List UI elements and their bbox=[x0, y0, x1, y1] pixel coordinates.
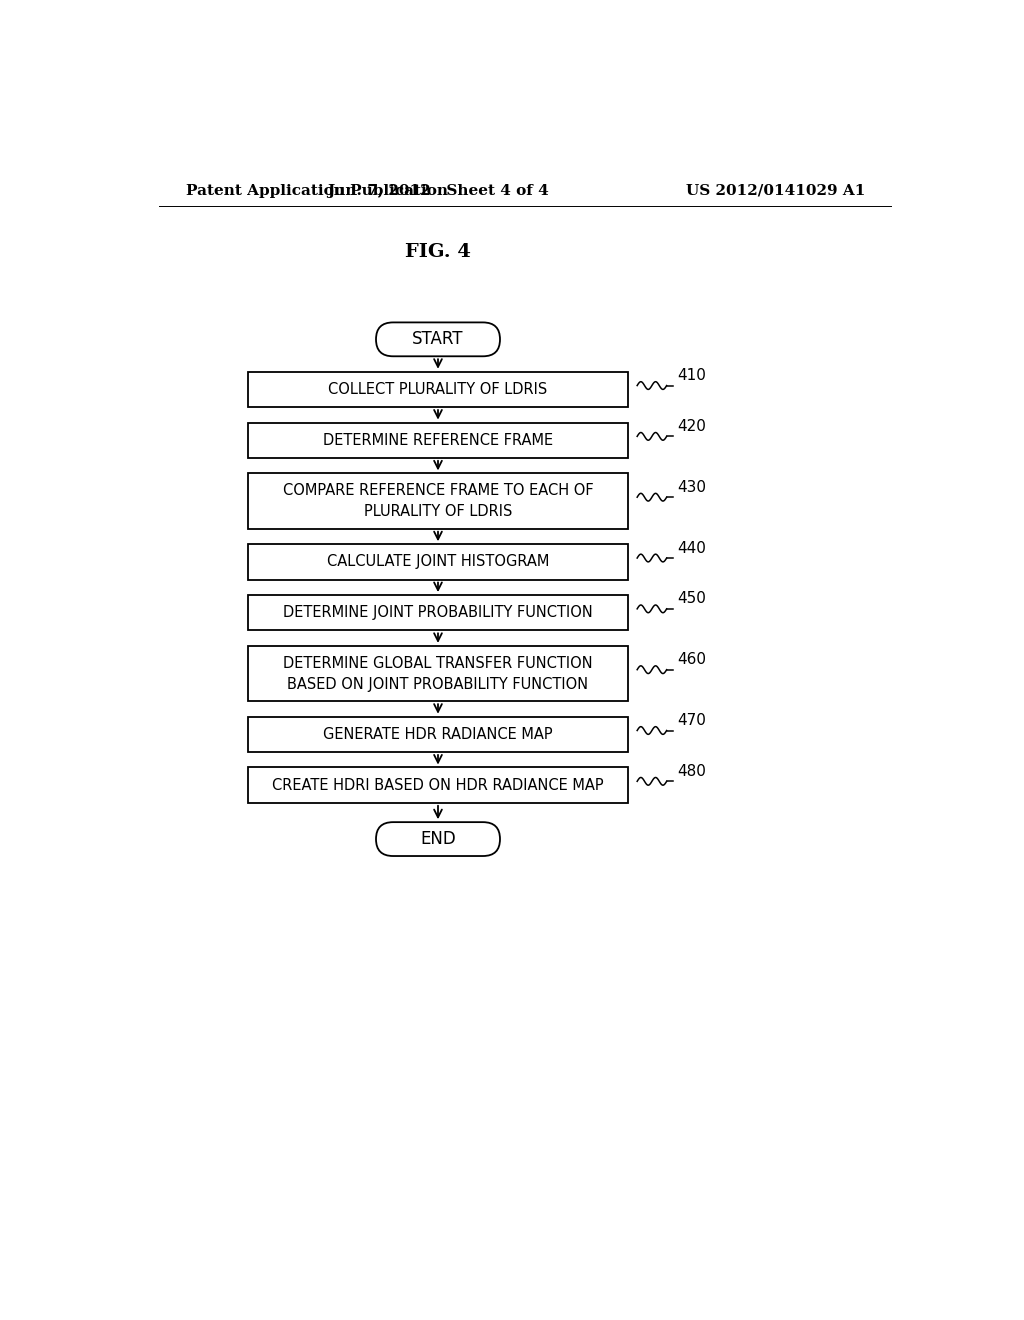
Text: FIG. 4: FIG. 4 bbox=[406, 243, 471, 261]
Bar bbox=[248, 544, 628, 579]
Text: 460: 460 bbox=[678, 652, 707, 667]
Text: 430: 430 bbox=[678, 479, 707, 495]
Text: 440: 440 bbox=[678, 540, 707, 556]
Bar bbox=[248, 645, 628, 701]
FancyBboxPatch shape bbox=[376, 822, 500, 857]
Bar bbox=[248, 422, 628, 458]
Text: END: END bbox=[420, 830, 456, 847]
Text: DETERMINE REFERENCE FRAME: DETERMINE REFERENCE FRAME bbox=[323, 433, 553, 447]
Text: 470: 470 bbox=[678, 713, 707, 729]
Text: START: START bbox=[413, 330, 464, 348]
Bar bbox=[248, 474, 628, 529]
Text: US 2012/0141029 A1: US 2012/0141029 A1 bbox=[686, 183, 865, 198]
Text: GENERATE HDR RADIANCE MAP: GENERATE HDR RADIANCE MAP bbox=[324, 727, 553, 742]
Text: Patent Application Publication: Patent Application Publication bbox=[186, 183, 449, 198]
Text: COLLECT PLURALITY OF LDRIS: COLLECT PLURALITY OF LDRIS bbox=[329, 381, 548, 397]
Text: 420: 420 bbox=[678, 418, 707, 434]
Bar bbox=[248, 767, 628, 803]
Text: 450: 450 bbox=[678, 591, 707, 606]
Text: COMPARE REFERENCE FRAME TO EACH OF
PLURALITY OF LDRIS: COMPARE REFERENCE FRAME TO EACH OF PLURA… bbox=[283, 483, 593, 519]
Text: CALCULATE JOINT HISTOGRAM: CALCULATE JOINT HISTOGRAM bbox=[327, 554, 549, 569]
Text: Jun. 7, 2012   Sheet 4 of 4: Jun. 7, 2012 Sheet 4 of 4 bbox=[327, 183, 549, 198]
Text: CREATE HDRI BASED ON HDR RADIANCE MAP: CREATE HDRI BASED ON HDR RADIANCE MAP bbox=[272, 777, 604, 793]
FancyBboxPatch shape bbox=[376, 322, 500, 356]
Bar bbox=[248, 595, 628, 631]
Bar bbox=[248, 717, 628, 752]
Text: DETERMINE GLOBAL TRANSFER FUNCTION
BASED ON JOINT PROBABILITY FUNCTION: DETERMINE GLOBAL TRANSFER FUNCTION BASED… bbox=[284, 656, 593, 692]
Text: 480: 480 bbox=[678, 764, 707, 779]
Text: DETERMINE JOINT PROBABILITY FUNCTION: DETERMINE JOINT PROBABILITY FUNCTION bbox=[283, 605, 593, 620]
Bar bbox=[248, 372, 628, 407]
Text: 410: 410 bbox=[678, 368, 707, 383]
